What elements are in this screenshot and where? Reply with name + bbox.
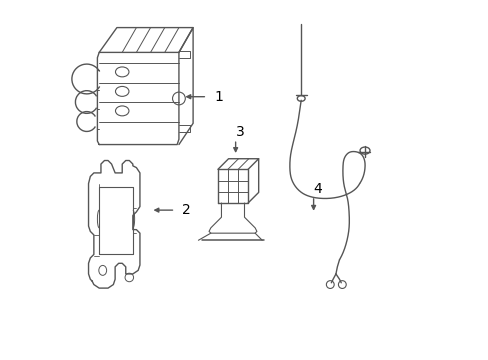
Text: 1: 1: [214, 90, 223, 104]
Text: 4: 4: [313, 182, 322, 196]
Text: 3: 3: [235, 125, 244, 139]
Text: 2: 2: [182, 203, 191, 217]
